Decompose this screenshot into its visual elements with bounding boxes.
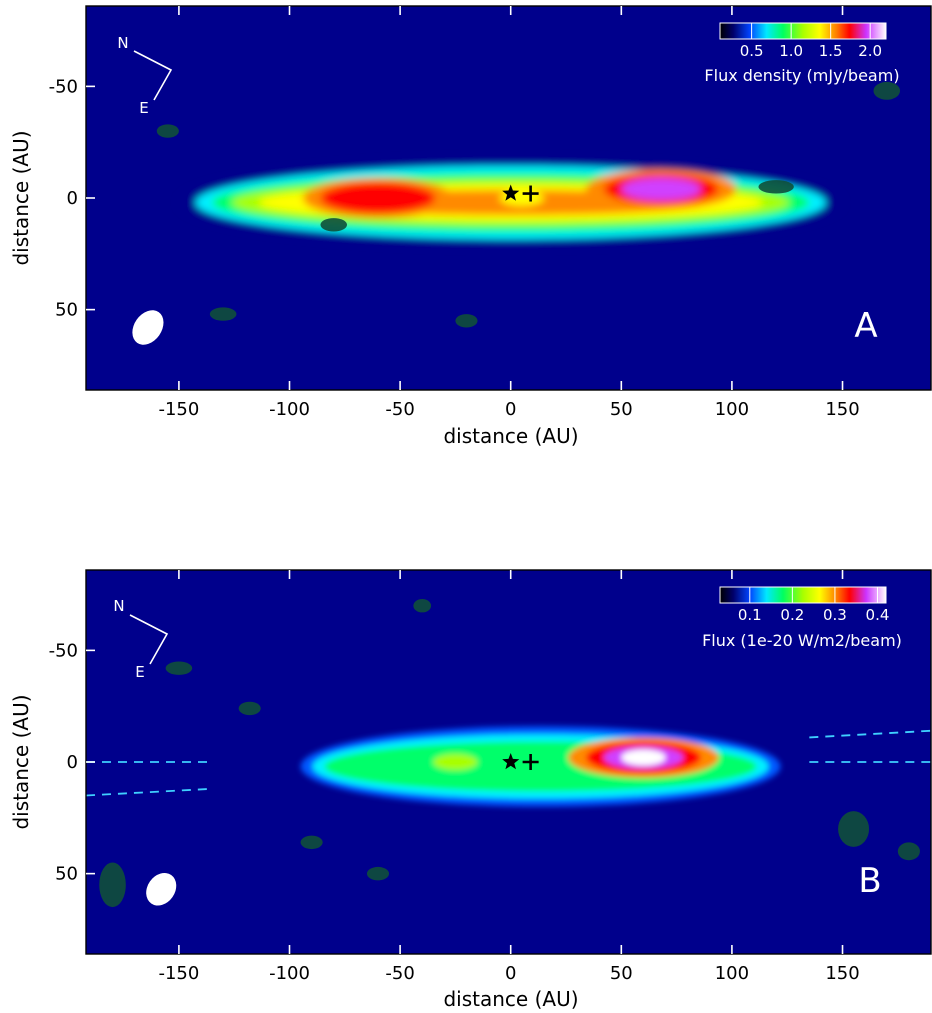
- x-tick-label: 0: [505, 399, 516, 420]
- y-tick-label: 0: [67, 188, 78, 209]
- compass-east-label: E: [135, 663, 144, 681]
- panel-a-letter: A: [854, 306, 877, 346]
- disk-axis-dashed-line: [809, 729, 931, 739]
- noise-patch: [455, 314, 478, 328]
- panel-a-x-ticks: -150 -100 -50 0 50 100 150: [158, 6, 860, 420]
- panel-a-xlabel: distance (AU): [443, 424, 578, 448]
- compass-east-label: E: [139, 99, 148, 117]
- x-tick-label: 50: [610, 399, 633, 420]
- star-marker: [502, 184, 520, 201]
- star-marker: [502, 753, 520, 770]
- colorbar-tick-label: 0.2: [780, 606, 804, 624]
- panel-a-compass: N E: [117, 34, 173, 117]
- compass-arrows: [133, 50, 173, 101]
- compass-north-label: N: [117, 34, 128, 52]
- colorbar-gradient: [719, 22, 887, 40]
- panel-b-colorbar: 0.1 0.2 0.3 0.4 Flux (1e-20 W/m2/beam): [702, 586, 902, 650]
- x-tick-label: -50: [385, 963, 414, 984]
- panel-b-markers: [502, 753, 539, 770]
- panel-b-compass: N E: [113, 597, 169, 681]
- x-tick-label: 0: [505, 963, 516, 984]
- colorbar-tick-label: 0.3: [823, 606, 847, 624]
- panel-a-y-ticks: -50 0 50: [49, 76, 95, 321]
- noise-patch: [99, 862, 126, 908]
- noise-patch: [320, 218, 348, 232]
- x-tick-label: -100: [269, 399, 310, 420]
- noise-patch: [838, 811, 870, 847]
- panel-b-letter: B: [858, 861, 881, 901]
- y-tick-label: -50: [49, 76, 78, 97]
- panel-a-ylabel: distance (AU): [9, 130, 33, 265]
- emission-peak: [639, 181, 684, 197]
- colorbar-label: Flux density (mJy/beam): [704, 66, 899, 85]
- emission-peak: [621, 749, 666, 766]
- noise-patch: [366, 866, 390, 881]
- panel-b-emission: [86, 599, 931, 908]
- x-tick-label: 100: [715, 963, 749, 984]
- x-tick-label: 150: [825, 399, 859, 420]
- x-tick-label: 100: [715, 399, 749, 420]
- colorbar-tick-label: 1.5: [819, 42, 843, 60]
- noise-patch: [873, 81, 901, 100]
- panel-a-colorbar: 0.5 1.0 1.5 2.0 Flux density (mJy/beam): [704, 22, 900, 85]
- panel-b-xlabel: distance (AU): [443, 987, 578, 1011]
- colorbar-ticks: 0.1 0.2 0.3 0.4: [738, 587, 890, 624]
- y-tick-label: 50: [55, 864, 78, 885]
- x-tick-label: 150: [825, 963, 859, 984]
- y-tick-label: 50: [55, 300, 78, 321]
- compass-north-label: N: [113, 597, 124, 615]
- plus-marker: [522, 754, 539, 770]
- panel-b-x-ticks: -150 -100 -50 0 50 100 150: [158, 570, 860, 984]
- panel-b-dashed-lines: [86, 729, 931, 797]
- noise-patch: [300, 835, 323, 850]
- colorbar-tick-label: 1.0: [779, 42, 803, 60]
- panel-b-noise-patches: [99, 599, 920, 908]
- panel-a: -150 -100 -50 0 50 100 150 -50 0 50 distance (AU…: [9, 5, 932, 448]
- panel-a-disk-emission: [178, 157, 843, 248]
- colorbar-tick-label: 0.5: [740, 42, 764, 60]
- colorbar-tick-label: 0.1: [738, 606, 762, 624]
- x-tick-label: -150: [158, 399, 199, 420]
- emission-peak: [355, 190, 401, 206]
- noise-patch: [897, 842, 920, 861]
- noise-patch: [209, 307, 237, 321]
- compass-arrows: [129, 614, 169, 665]
- colorbar-label: Flux (1e-20 W/m2/beam): [702, 631, 902, 650]
- noise-patch: [165, 661, 193, 675]
- panel-b-ylabel: distance (AU): [9, 694, 33, 829]
- noise-patch: [758, 180, 794, 194]
- panel-a-noise-patches: [156, 81, 901, 328]
- noise-patch: [238, 701, 261, 716]
- y-tick-label: -50: [49, 640, 78, 661]
- panel-a-markers: [502, 184, 539, 202]
- emission-peak: [433, 754, 478, 770]
- plus-marker: [522, 185, 539, 202]
- x-tick-label: -50: [385, 399, 414, 420]
- x-tick-label: -100: [269, 963, 310, 984]
- disk-axis-dashed-line: [86, 787, 213, 797]
- colorbar-ticks: 0.5 1.0 1.5 2.0: [740, 23, 882, 60]
- panel-a-emission: [156, 81, 901, 328]
- panel-b: -150 -100 -50 0 50 100 150 -50 0 50 distance (AU…: [9, 569, 932, 1011]
- y-tick-label: 0: [67, 752, 78, 773]
- noise-patch: [156, 124, 179, 138]
- colorbar-tick-label: 0.4: [866, 606, 890, 624]
- colorbar-gradient: [719, 586, 887, 604]
- panel-b-y-ticks: -50 0 50: [49, 640, 95, 885]
- x-tick-label: -150: [158, 963, 199, 984]
- beam-ellipse: [132, 310, 164, 345]
- x-tick-label: 50: [610, 963, 633, 984]
- noise-patch: [413, 599, 432, 613]
- colorbar-tick-label: 2.0: [858, 42, 882, 60]
- panel-b-disk-emission: [300, 726, 781, 807]
- beam-ellipse: [146, 872, 177, 906]
